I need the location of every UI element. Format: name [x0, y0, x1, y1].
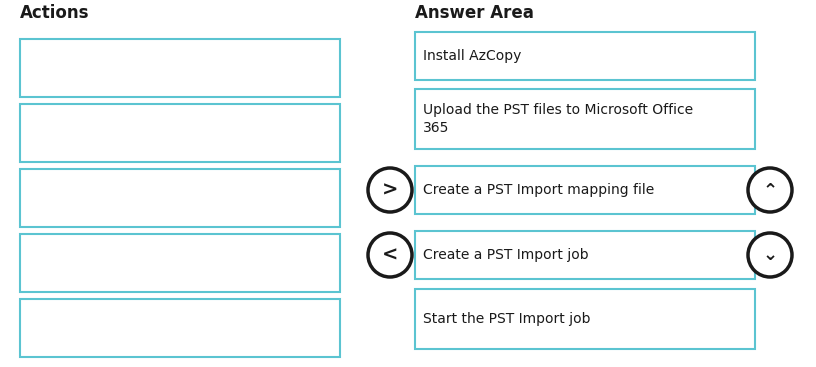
Bar: [20, 39, 340, 97]
Bar: [415, 32, 755, 80]
Bar: [20, 104, 340, 162]
Text: ⌄: ⌄: [762, 246, 778, 264]
Bar: [415, 166, 755, 214]
Text: <: <: [382, 246, 398, 265]
Circle shape: [368, 233, 412, 277]
Text: Create a PST Import job: Create a PST Import job: [423, 248, 588, 262]
Text: Answer Area: Answer Area: [415, 4, 534, 22]
Text: Start the PST Import job: Start the PST Import job: [423, 312, 591, 326]
Bar: [415, 289, 755, 349]
Bar: [415, 89, 755, 149]
Bar: [20, 169, 340, 227]
Bar: [20, 234, 340, 292]
Bar: [415, 231, 755, 279]
Circle shape: [748, 233, 792, 277]
Text: Actions: Actions: [20, 4, 90, 22]
Circle shape: [368, 168, 412, 212]
Text: ⌃: ⌃: [762, 181, 778, 199]
Text: >: >: [382, 181, 398, 200]
Bar: [20, 299, 340, 357]
Text: Create a PST Import mapping file: Create a PST Import mapping file: [423, 183, 654, 197]
Text: Install AzCopy: Install AzCopy: [423, 49, 521, 63]
Text: Upload the PST files to Microsoft Office
365: Upload the PST files to Microsoft Office…: [423, 103, 693, 135]
Circle shape: [748, 168, 792, 212]
